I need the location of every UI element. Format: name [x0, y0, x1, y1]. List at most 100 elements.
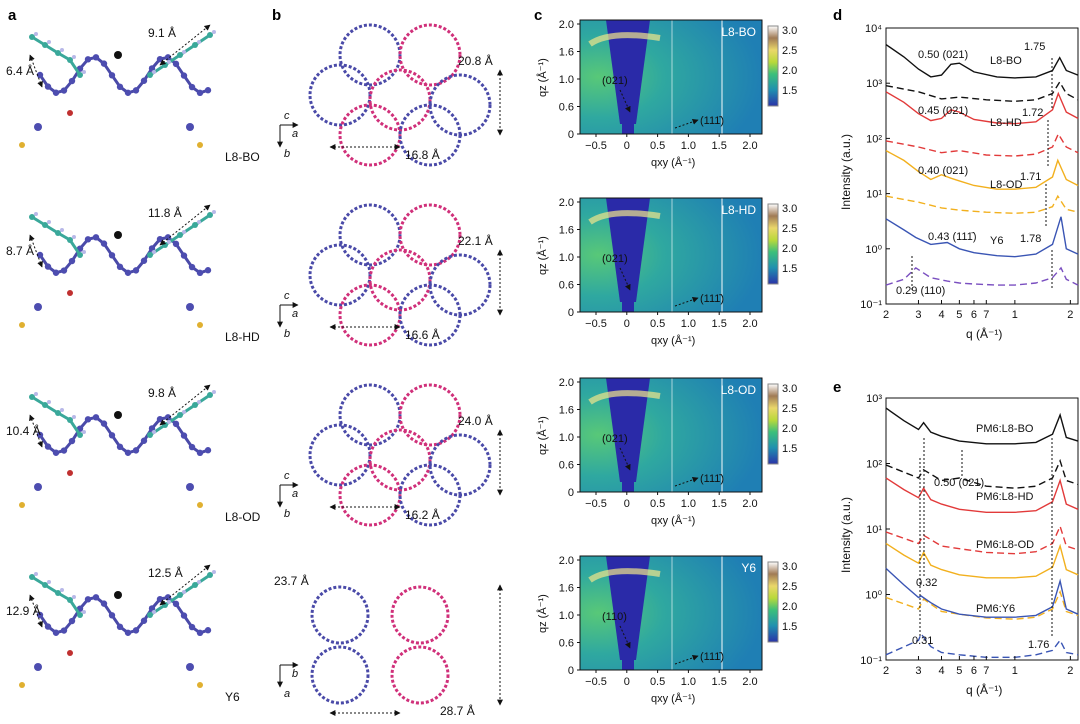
- hydrogen-atom: [167, 240, 171, 244]
- map-frame: [579, 377, 763, 493]
- hydrogen-atom: [72, 595, 76, 599]
- x-tick-label: 7: [983, 309, 989, 321]
- atom: [114, 591, 122, 599]
- series-line-6: [885, 216, 1079, 258]
- atom: [42, 582, 48, 588]
- x-tick-label: 2.0: [742, 676, 757, 688]
- series-label: PM6:L8-HD: [976, 491, 1034, 503]
- colorbar-tick: 3.0: [782, 383, 797, 395]
- atom: [92, 414, 100, 421]
- atom: [108, 432, 116, 439]
- atom: [207, 212, 213, 218]
- packing-ring: [310, 585, 370, 645]
- packing-ring: [390, 645, 450, 705]
- atom: [147, 612, 153, 618]
- axis-label-c: c: [284, 470, 290, 482]
- atom: [77, 432, 83, 438]
- x-tick-label: −0.5: [585, 498, 607, 510]
- beamstop: [622, 302, 634, 312]
- atom: [132, 447, 140, 454]
- packing-ring: [338, 23, 402, 87]
- peak-arrow: [674, 296, 699, 307]
- x-tick-label: 3: [915, 665, 921, 677]
- hydrogen-atom: [47, 400, 51, 404]
- atom: [177, 52, 183, 58]
- atom: [156, 595, 164, 603]
- axis-label-c: c: [284, 290, 290, 302]
- hydrogen-atom: [82, 610, 86, 614]
- atom: [34, 663, 42, 671]
- plot-frame: [885, 27, 1079, 305]
- atom: [68, 77, 76, 85]
- atom: [44, 263, 52, 270]
- atom: [34, 483, 42, 491]
- atom: [192, 582, 198, 588]
- y-tick-label: 2.0: [559, 555, 574, 567]
- colorbar-tick: 2.0: [782, 423, 797, 435]
- packing-ring: [428, 73, 492, 137]
- dimension-label: 6.4 Å: [6, 63, 34, 78]
- packing-ring: [308, 63, 372, 127]
- peak-annotation: 0.43 (111̄): [928, 231, 977, 243]
- molecule-0: 6.4 Å 9.1 Å L8-BO: [6, 24, 260, 164]
- hydrogen-atom: [152, 610, 156, 614]
- series-line-4: [885, 149, 1079, 190]
- hydrogen-atom: [167, 420, 171, 424]
- peak-annotation: 0.31: [912, 635, 933, 647]
- series-line-5: [885, 194, 1079, 215]
- peak-label: (111̄): [700, 651, 724, 663]
- sulfur-atom: [197, 142, 203, 148]
- hydrogen-atom: [60, 228, 64, 232]
- panel-letter-a: a: [8, 7, 17, 24]
- atom: [116, 263, 124, 271]
- atom: [116, 83, 124, 91]
- atom: [172, 60, 180, 68]
- sulfur-atom: [197, 682, 203, 688]
- packing-ring: [308, 423, 372, 487]
- dimension-label: 12.9 Å: [6, 603, 41, 618]
- packing-ring: [428, 433, 492, 497]
- atom: [132, 87, 140, 94]
- plot-frame: [885, 397, 1079, 661]
- x-tick-label: 0.5: [650, 498, 665, 510]
- x-axis-label: q (Å⁻¹): [966, 326, 1002, 341]
- series-line-0: [885, 407, 1079, 445]
- atom: [108, 252, 116, 259]
- sulfur-atom: [19, 142, 25, 148]
- atom: [204, 87, 212, 94]
- hydrogen-atom: [34, 32, 38, 36]
- x-tick-label: 0: [624, 676, 630, 688]
- atom: [84, 596, 92, 603]
- beamstop-wedge: [606, 556, 650, 660]
- dimension-label: 9.8 Å: [148, 385, 176, 400]
- axis-label-a: b: [292, 668, 298, 680]
- atom: [132, 267, 140, 274]
- x-tick-label: 1.5: [712, 318, 727, 330]
- hydrogen-atom: [72, 235, 76, 239]
- atom: [55, 590, 61, 596]
- atom: [44, 83, 52, 90]
- atom: [34, 303, 42, 311]
- atom: [55, 410, 61, 416]
- atom: [196, 449, 204, 457]
- x-axis-label: q (Å⁻¹): [966, 682, 1002, 697]
- peak-arrow: [674, 476, 699, 487]
- x-tick-label: 1: [1012, 309, 1018, 321]
- y-tick-label: 0: [568, 129, 574, 141]
- axis-label-a: a: [292, 308, 298, 320]
- giwaxs-map-0: L8-BO (021) (111̄) −0.5 0 0.5 1.0 1.5 2.0 0 0.6 1.0…: [536, 19, 797, 169]
- y-tick-label: 10²: [866, 459, 882, 471]
- beamstop: [622, 124, 634, 134]
- atom: [44, 443, 52, 450]
- dimension-label: 8.7 Å: [6, 243, 34, 258]
- colorbar-tick: 1.5: [782, 263, 797, 275]
- axis-label-a: a: [292, 128, 298, 140]
- colorbar-tick: 1.5: [782, 621, 797, 633]
- series-line-2: [885, 477, 1079, 513]
- colorbar-gradient: [767, 383, 779, 465]
- atom: [196, 629, 204, 637]
- molecule-backbone: [38, 235, 209, 275]
- oxygen-atom: [67, 650, 73, 656]
